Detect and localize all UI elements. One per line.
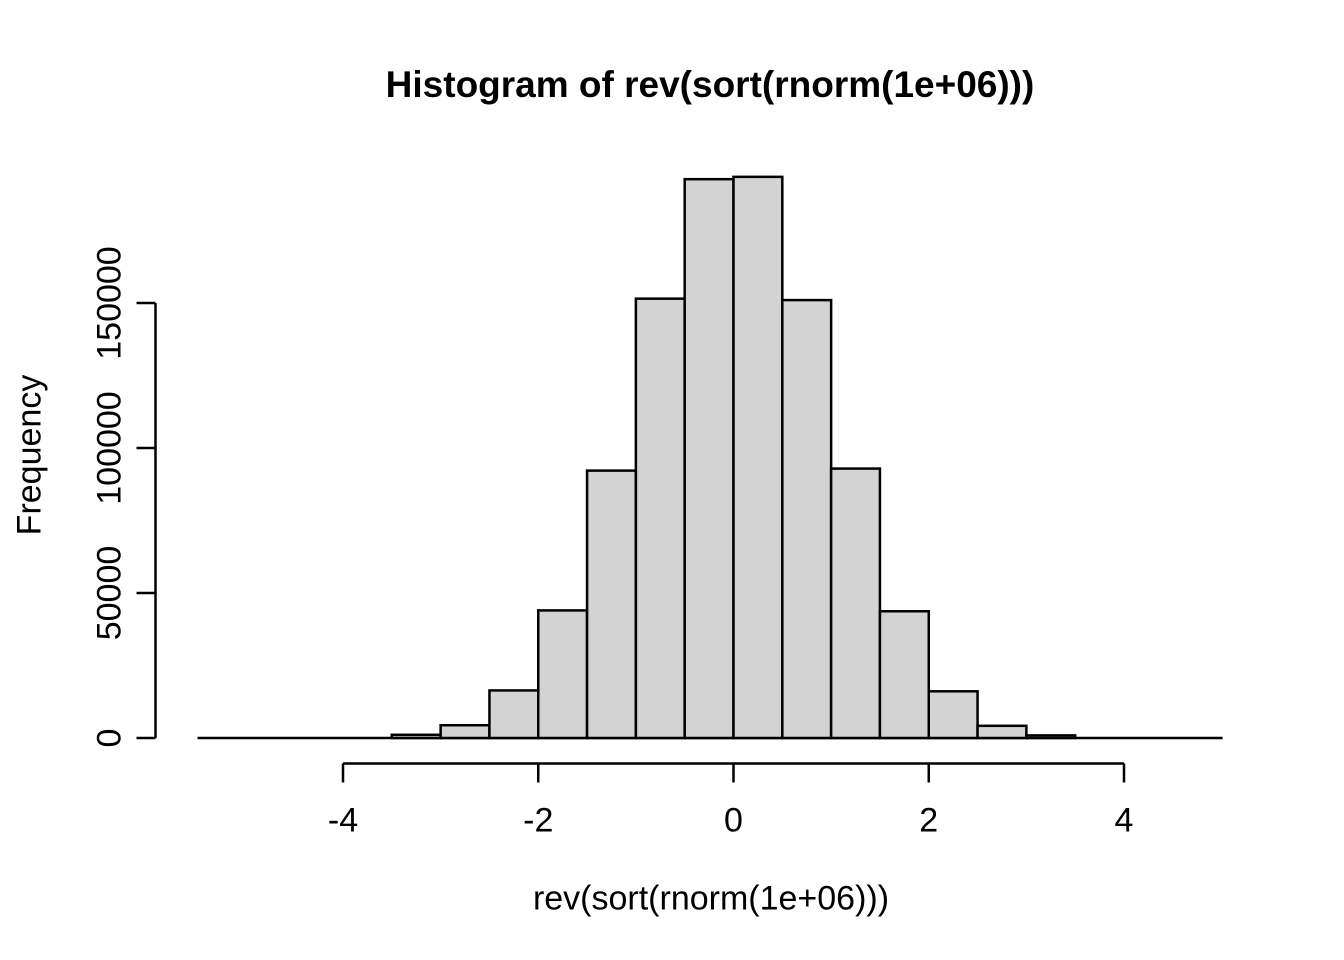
x-tick-label: 4 — [1114, 801, 1134, 840]
y-tick-label: 150000 — [90, 246, 129, 360]
histogram-bar — [537, 609, 589, 740]
histogram-bar — [976, 724, 1028, 740]
histogram-bar — [585, 469, 638, 740]
histogram-bar — [829, 467, 882, 740]
histogram-bar — [732, 175, 784, 740]
histogram-bar — [927, 690, 979, 740]
histogram-bar — [439, 723, 491, 740]
y-tick-label: 100000 — [90, 391, 129, 505]
x-tick-label: -4 — [327, 801, 359, 840]
histogram-bar — [390, 733, 442, 740]
y-tick-label: 0 — [90, 728, 129, 748]
x-axis-label: rev(sort(rnorm(1e+06))) — [532, 879, 890, 918]
x-tick-label: 0 — [724, 801, 743, 840]
histogram-bar — [781, 298, 833, 740]
x-tick-label: -2 — [523, 801, 554, 840]
histogram-bar — [878, 610, 930, 740]
y-tick-label: 50000 — [90, 545, 129, 641]
histogram-bar — [683, 177, 735, 740]
x-tick-label: 2 — [919, 801, 939, 840]
histogram-bar — [488, 689, 540, 740]
histogram-bar — [634, 297, 686, 740]
histogram-bar — [1025, 734, 1077, 740]
y-axis-label: Frequency — [10, 374, 49, 536]
chart-title: Histogram of rev(sort(rnorm(1e+06))) — [385, 64, 1035, 105]
